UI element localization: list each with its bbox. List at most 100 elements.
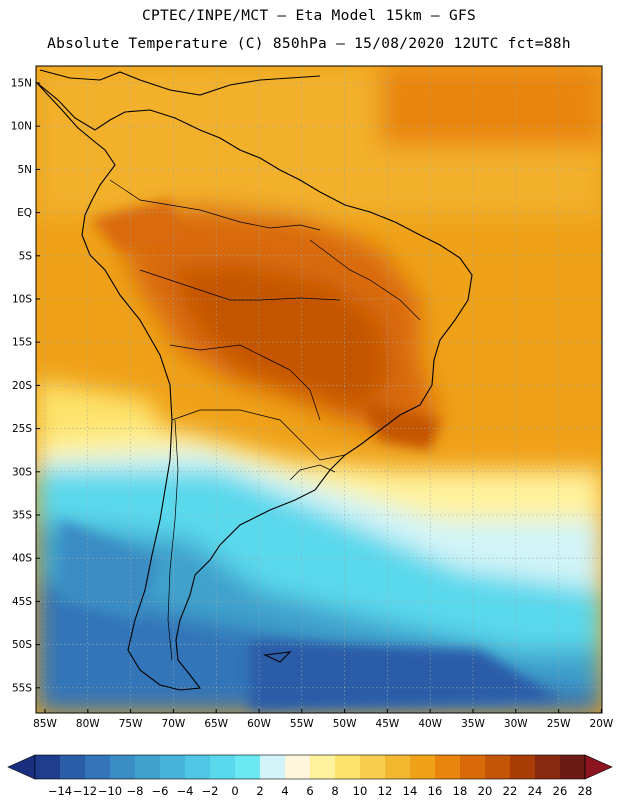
colorbar-frame [34, 754, 586, 780]
field-interior-core [170, 265, 390, 410]
colorbar-swatch [485, 755, 511, 779]
colorbar-label: 16 [428, 784, 443, 798]
lon-label: 30W [504, 718, 528, 730]
colorbar-swatch [285, 755, 311, 779]
longitude-labels: 85W 80W 75W 70W 65W 60W 55W 50W 45W 40W 35W 30W 25W 2… [33, 709, 614, 730]
colorbar-swatch [210, 755, 236, 779]
lon-label: 60W [247, 718, 271, 730]
lat-label: EQ [17, 207, 32, 219]
lon-label: 35W [461, 718, 485, 730]
colorbar-swatch [560, 755, 586, 779]
lat-label: 20S [12, 380, 32, 392]
country-borders [109, 179, 421, 661]
colorbar-swatch [85, 755, 111, 779]
lon-label: 70W [162, 718, 186, 730]
colorbar-label: 10 [353, 784, 368, 798]
lat-label: 30S [12, 466, 32, 478]
colorbar-label: 6 [306, 784, 313, 798]
lat-label: 45S [12, 596, 32, 608]
colorbar-label: −10 [98, 784, 122, 798]
lon-label: 65W [204, 718, 228, 730]
colorbar-swatch [35, 755, 61, 779]
colorbar-swatch [110, 755, 136, 779]
caribbean-coast [39, 69, 321, 96]
border-north [109, 179, 321, 231]
lat-label: 15N [11, 78, 32, 90]
colorbar-label: 8 [331, 784, 338, 798]
latitude-labels: 15N 10N 5N EQ 5S 10S 15S 20S 25S 30S 35S 40S 45S 50S 5… [11, 78, 40, 694]
lon-label: 50W [333, 718, 357, 730]
south-america-coast [36, 81, 473, 691]
map-frame [35, 65, 603, 714]
border-argentina-north [171, 409, 346, 461]
border-brazil-peru-bolivia [139, 269, 341, 301]
colorbar-label: 26 [553, 784, 568, 798]
lat-label: 50S [12, 639, 32, 651]
lat-label: 35S [12, 510, 32, 522]
colorbar-label: 28 [578, 784, 593, 798]
lat-label: 40S [12, 553, 32, 565]
map-title-line-2: Absolute Temperature (C) 850hPa – 15/08/… [47, 36, 571, 52]
colorbar-label: −8 [127, 784, 144, 798]
lon-label: 40W [418, 718, 442, 730]
lon-label: 55W [290, 718, 314, 730]
lat-label: 5S [19, 250, 33, 262]
colorbar-label: 0 [231, 784, 238, 798]
colorbar-label: −4 [177, 784, 194, 798]
colorbar-label: −2 [202, 784, 219, 798]
colorbar-swatch [435, 755, 461, 779]
lon-label: 75W [119, 718, 143, 730]
colorbar-swatch [260, 755, 286, 779]
field-chile-cold [60, 520, 160, 620]
colorbar-swatch [310, 755, 336, 779]
colorbar-label: −12 [73, 784, 97, 798]
colorbar-swatch [360, 755, 386, 779]
field-drake-cold [250, 640, 560, 710]
colorbar-label: 22 [503, 784, 518, 798]
colorbar-swatch [60, 755, 86, 779]
colorbar-swatch [510, 755, 536, 779]
lon-label: 45W [376, 718, 400, 730]
colorbar-labels: −14 −12 −10 −8 −6 −4 −2 0 2 4 6 8 10 12 14 16 18 20 22 24 26… [48, 784, 592, 798]
border-chile-argentina [167, 419, 179, 661]
colorbar-over-arrow [584, 754, 613, 780]
colorbar-label: 24 [528, 784, 543, 798]
colorbar-swatch [385, 755, 411, 779]
lon-label: 85W [33, 718, 57, 730]
colorbar-label: −14 [48, 784, 72, 798]
colorbar-label: −6 [152, 784, 169, 798]
colorbar-swatch [160, 755, 186, 779]
map-title-line-1: CPTEC/INPE/MCT – Eta Model 15km – GFS [141, 8, 477, 24]
colorbar-swatch [460, 755, 486, 779]
colorbar-swatch [135, 755, 161, 779]
colorbar-label: 20 [478, 784, 493, 798]
colorbar-swatch [185, 755, 211, 779]
falkland-islands [263, 651, 292, 663]
colorbar-swatch [535, 755, 561, 779]
colorbar-label: 12 [378, 784, 393, 798]
colorbar-swatch [335, 755, 361, 779]
field-pacific-mild [36, 380, 170, 450]
colorbar-under-arrow [7, 754, 36, 780]
lat-label: 10N [11, 121, 32, 133]
colorbar-label: 4 [281, 784, 288, 798]
border-brazil-states [309, 239, 421, 321]
colorbar-label: 2 [256, 784, 263, 798]
lat-label: 15S [12, 337, 32, 349]
coastlines [36, 69, 473, 691]
temperature-field [36, 66, 602, 713]
lat-label: 5N [17, 164, 32, 176]
colorbar-label: 18 [453, 784, 468, 798]
border-uruguay [289, 464, 336, 481]
colorbar-swatch [410, 755, 436, 779]
field-southeast-hot [360, 400, 440, 450]
lon-label: 25W [547, 718, 571, 730]
lat-label: 10S [12, 294, 32, 306]
field-northeast-warm [380, 66, 602, 146]
colorbar-swatch [235, 755, 261, 779]
colorbar-label: 14 [403, 784, 418, 798]
lat-label: 55S [12, 682, 32, 694]
lon-label: 20W [590, 718, 614, 730]
lon-label: 80W [76, 718, 100, 730]
colorbar [7, 754, 613, 780]
